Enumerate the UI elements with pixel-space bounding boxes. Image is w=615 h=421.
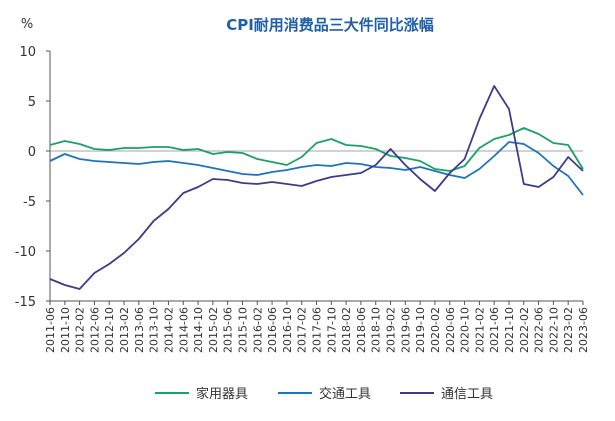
- x-tick-label: 2013-10: [148, 307, 161, 353]
- x-tick-label: 2017-10: [325, 307, 338, 353]
- legend: 家用器具 交通工具 通信工具: [155, 386, 493, 402]
- x-tick-label: 2015-10: [236, 307, 249, 353]
- x-tick-label: 2021-02: [473, 307, 486, 353]
- x-tick-label: 2019-02: [385, 307, 398, 353]
- y-tick-label: -10: [15, 245, 36, 260]
- x-tick-label: 2020-02: [429, 307, 442, 353]
- x-tick-label: 2017-06: [311, 307, 324, 353]
- x-tick-label: 2015-06: [222, 307, 235, 353]
- x-tick-label: 2016-06: [266, 307, 279, 353]
- y-tick-label: -15: [15, 295, 36, 310]
- x-tick-label: 2023-06: [577, 307, 590, 353]
- y-tick-label: 10: [19, 45, 36, 60]
- x-tick-label: 2020-06: [444, 307, 457, 353]
- x-tick-label: 2018-06: [355, 307, 368, 353]
- x-axis: 2011-06 2011-10 2012-02 2012-06 2012-10 2013-…: [44, 300, 590, 353]
- legend-label: 通信工具: [441, 387, 493, 402]
- x-tick-label: 2022-10: [547, 307, 560, 353]
- y-tick-label: 0: [28, 145, 36, 160]
- x-tick-label: 2013-02: [118, 307, 131, 353]
- x-tick-label: 2019-10: [414, 307, 427, 353]
- y-axis: 10 5 0 -5 -10 -15: [15, 45, 51, 310]
- x-tick-label: 2022-02: [518, 307, 531, 353]
- series-lines: [49, 85, 584, 290]
- x-tick-label: 2020-10: [459, 307, 472, 353]
- series-line-1: [49, 127, 584, 172]
- series-line-3: [49, 85, 584, 290]
- series-line-2: [49, 141, 584, 196]
- x-tick-label: 2014-10: [192, 307, 205, 353]
- x-tick-label: 2021-06: [488, 307, 501, 353]
- x-tick-label: 2012-02: [74, 307, 87, 353]
- x-tick-label: 2014-02: [162, 307, 175, 353]
- x-tick-label: 2011-10: [59, 307, 72, 353]
- x-tick-label: 2013-06: [133, 307, 146, 353]
- legend-label: 交通工具: [319, 386, 371, 402]
- x-tick-label: 2012-06: [88, 307, 101, 353]
- x-tick-label: 2017-02: [296, 307, 309, 353]
- chart-title: CPI耐用消费品三大件同比涨幅: [226, 16, 434, 34]
- y-axis-unit-label: %: [21, 17, 33, 32]
- y-tick-label: -5: [23, 195, 36, 210]
- x-tick-label: 2021-10: [503, 307, 516, 353]
- x-tick-label: 2016-02: [251, 307, 264, 353]
- x-tick-label: 2011-06: [44, 307, 57, 353]
- x-tick-label: 2019-06: [399, 307, 412, 353]
- x-tick-label: 2023-02: [562, 307, 575, 353]
- legend-label: 家用器具: [196, 386, 248, 402]
- y-tick-label: 5: [28, 95, 36, 110]
- x-tick-label: 2015-02: [207, 307, 220, 353]
- x-tick-label: 2016-10: [281, 307, 294, 353]
- x-tick-label: 2018-10: [370, 307, 383, 353]
- x-tick-label: 2018-02: [340, 307, 353, 353]
- x-tick-label: 2022-06: [533, 307, 546, 353]
- x-tick-label: 2012-10: [103, 307, 116, 353]
- x-tick-label: 2014-06: [177, 307, 190, 353]
